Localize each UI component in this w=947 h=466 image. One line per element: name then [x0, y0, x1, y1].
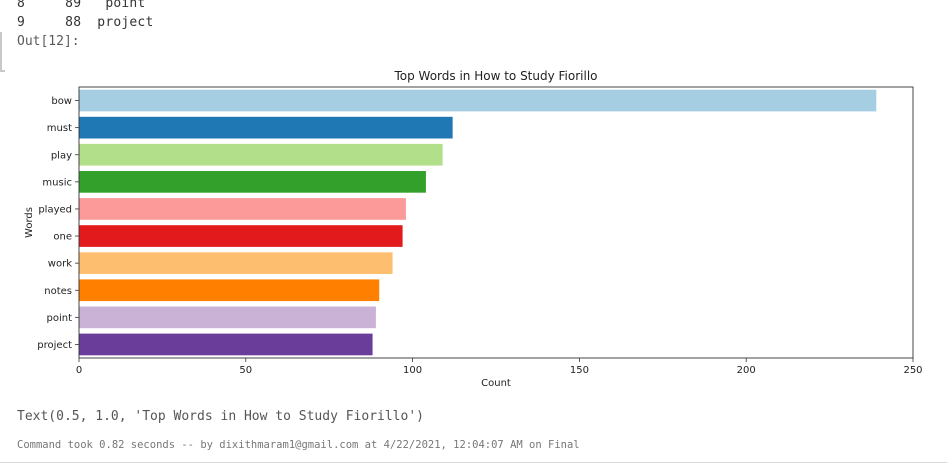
- cell-divider: [0, 462, 947, 463]
- bar-notes: [79, 279, 380, 302]
- row-index: 8: [17, 0, 26, 11]
- y-axis-label: Words: [24, 207, 35, 238]
- bar-played: [79, 198, 406, 220]
- cell-output-bracket: [0, 32, 5, 72]
- bar-music: [79, 171, 426, 193]
- x-tick-label: 0: [76, 365, 82, 376]
- y-tick-label: must: [47, 123, 72, 134]
- row-word: point: [105, 0, 146, 11]
- output-repr-text: Text(0.5, 1.0, 'Top Words in How to Stud…: [17, 409, 424, 424]
- x-tick-label: 100: [403, 365, 422, 376]
- x-tick-label: 200: [737, 365, 756, 376]
- row-index: 9: [17, 15, 26, 30]
- y-tick-label: project: [37, 340, 72, 351]
- dataframe-row: 9 88 project: [17, 15, 153, 30]
- y-tick-label: work: [48, 259, 72, 270]
- row-count: 89: [65, 0, 82, 11]
- y-tick-label: play: [51, 150, 72, 161]
- y-tick-label: point: [46, 313, 72, 324]
- bar-must: [79, 116, 453, 139]
- bar-one: [79, 225, 403, 247]
- plot-frame: [78, 86, 914, 359]
- output-prompt-label: Out[12]:: [17, 34, 80, 49]
- chart-title: Top Words in How to Study Fiorillo: [393, 69, 597, 83]
- bar-work: [79, 252, 393, 274]
- x-tick-label: 50: [239, 365, 252, 376]
- dataframe-row: 8 89 point: [17, 0, 145, 11]
- bar-project: [79, 333, 373, 356]
- command-status-footer: Command took 0.82 seconds -- by dixithma…: [17, 439, 580, 451]
- x-tick-label: 250: [903, 365, 922, 376]
- row-word: project: [97, 15, 154, 30]
- bar-bow: [79, 89, 877, 112]
- bar-play: [79, 143, 443, 166]
- x-axis-label: Count: [481, 378, 511, 389]
- y-tick-label: notes: [44, 286, 72, 297]
- row-count: 88: [65, 15, 82, 30]
- bar-point: [79, 306, 376, 329]
- y-tick-label: music: [42, 177, 72, 188]
- y-tick-label: played: [38, 204, 72, 215]
- bar-chart: Top Words in How to Study Fiorillo bow mus…: [24, 69, 923, 389]
- y-tick-label: bow: [51, 96, 72, 107]
- y-tick-label: one: [53, 232, 72, 243]
- x-tick-label: 150: [570, 365, 589, 376]
